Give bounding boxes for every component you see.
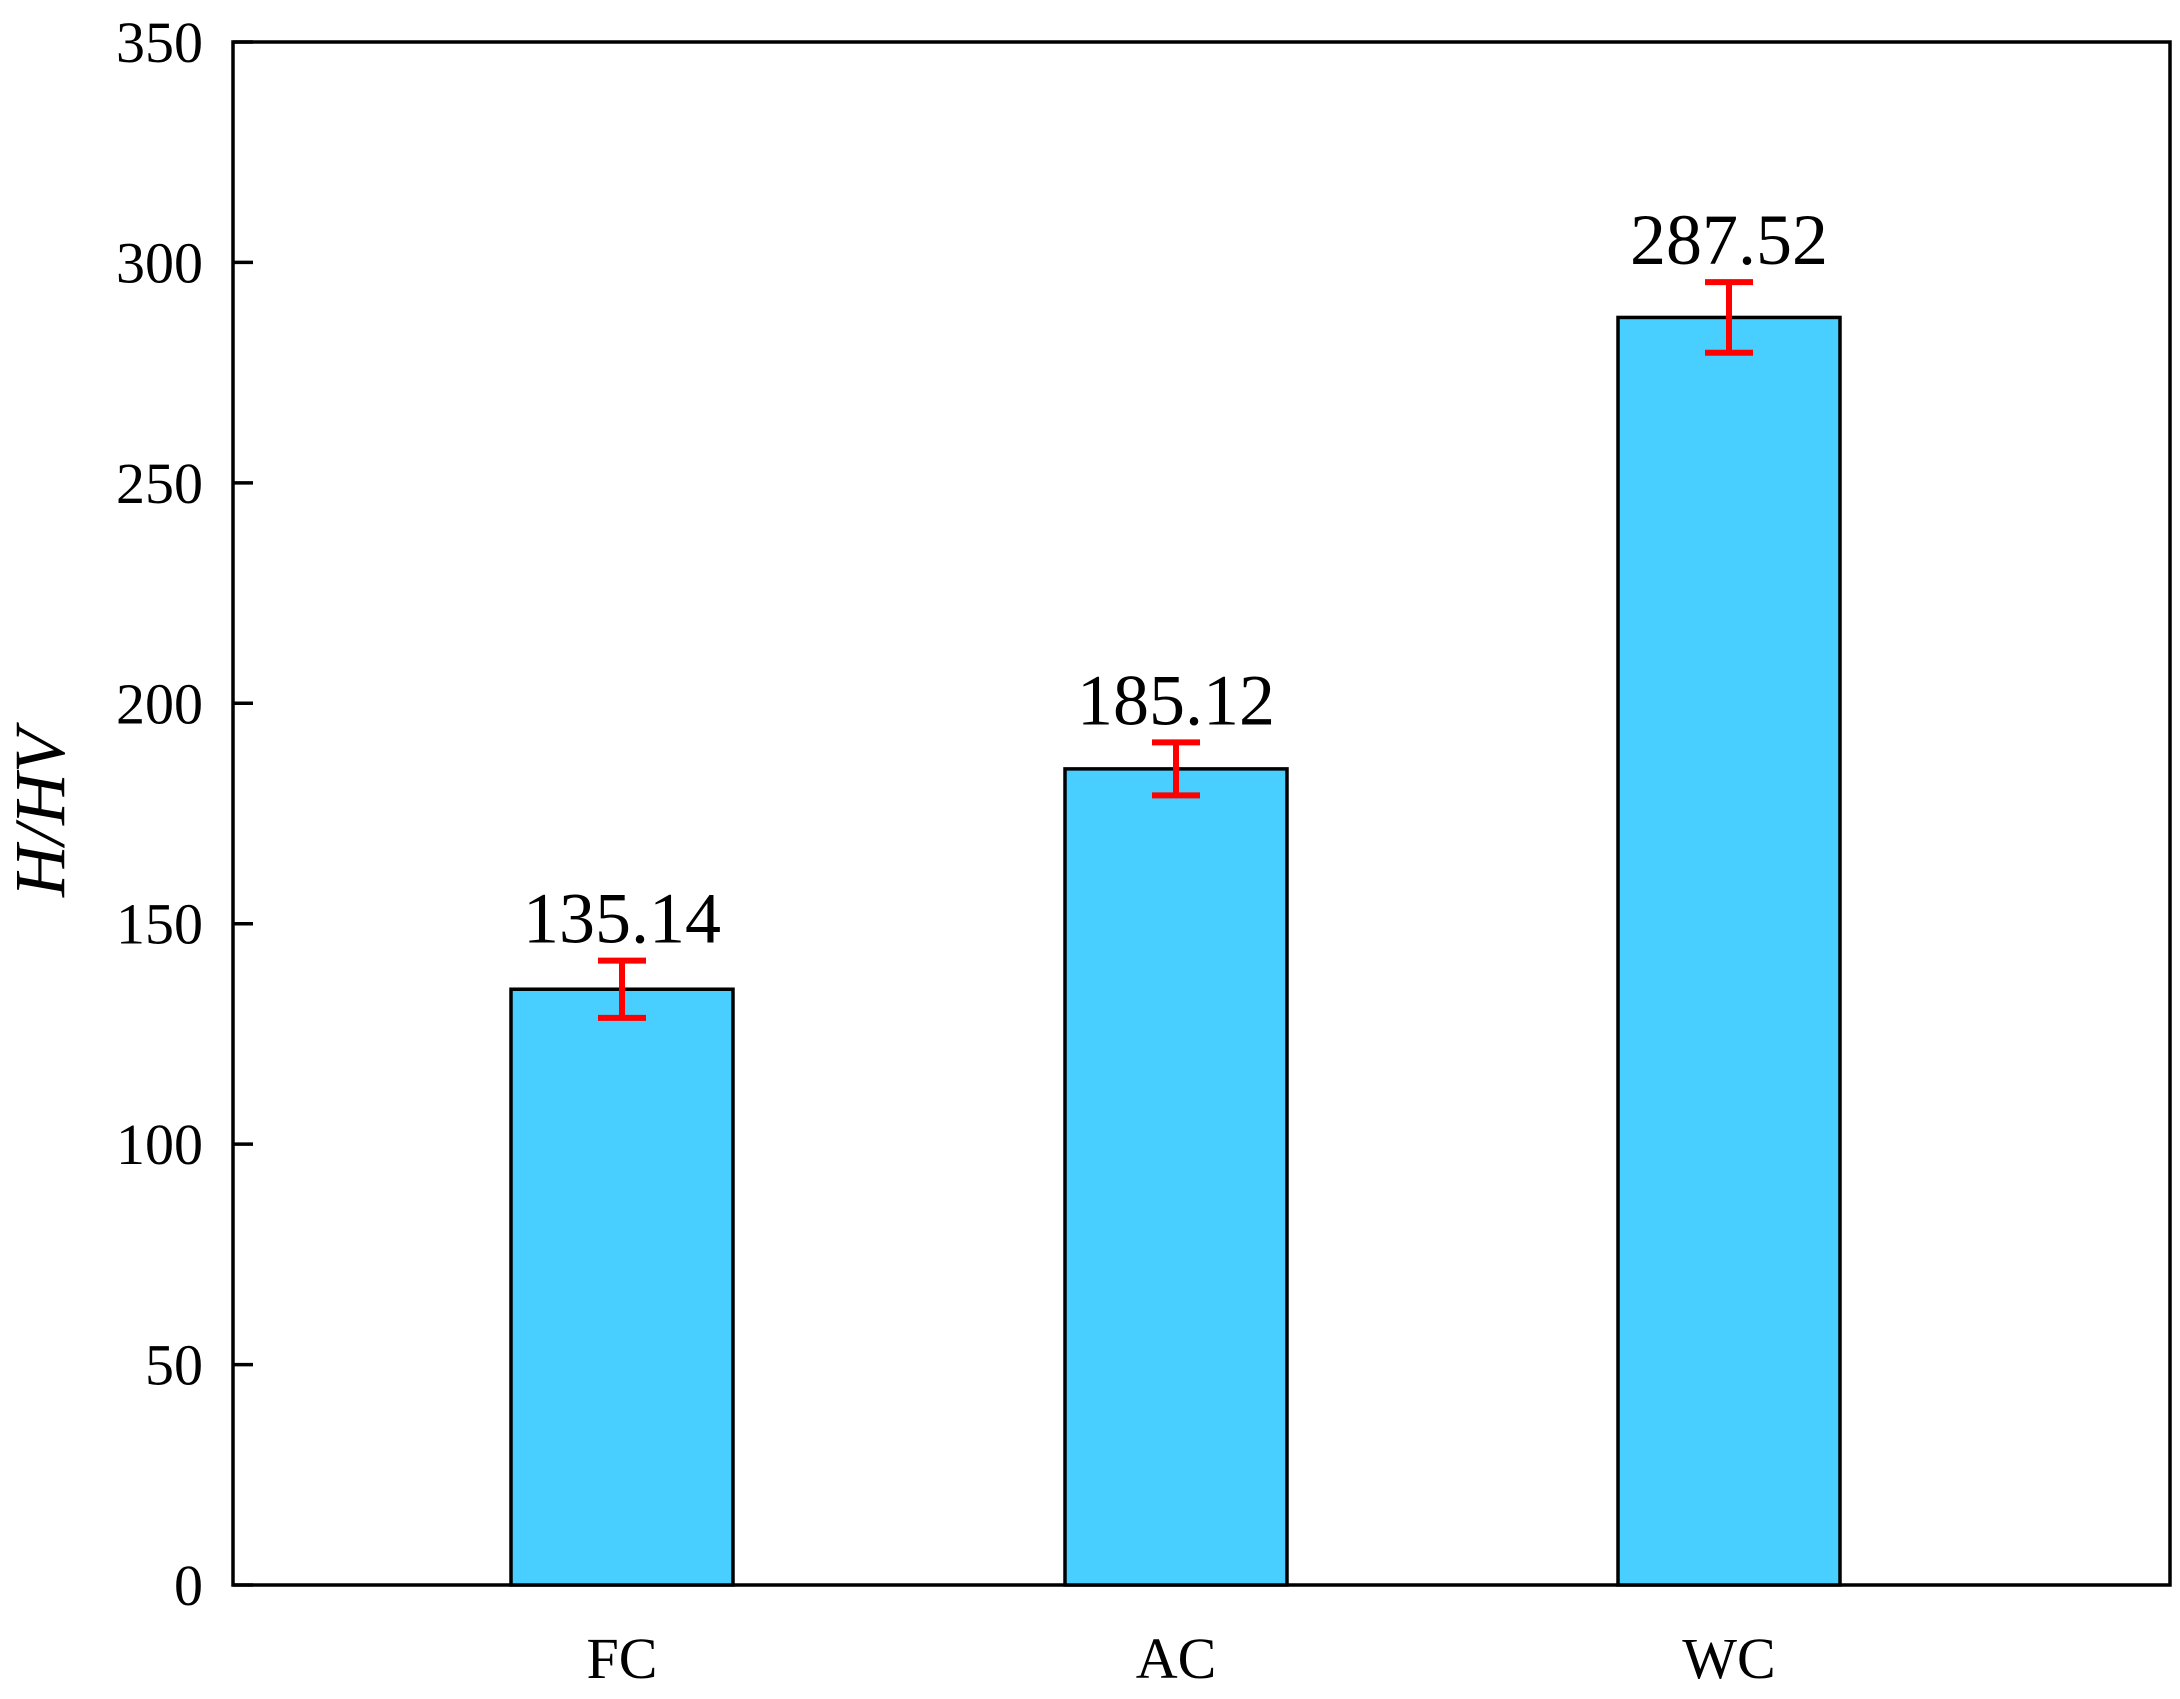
bar-wc: [1616, 315, 1842, 1587]
data-label-ac: 185.12: [1077, 660, 1275, 740]
y-axis-ticks: 0 50 100 150 200 250 300 350: [116, 10, 253, 1618]
y-tick-label: 150: [116, 892, 203, 957]
error-bars: [598, 279, 1753, 1021]
y-tick-label: 250: [116, 451, 203, 516]
y-tick-label: 350: [116, 10, 203, 75]
data-label-fc: 135.14: [523, 879, 721, 959]
data-labels: 135.14 185.12 287.52: [523, 200, 1828, 958]
x-tick-label-wc: WC: [1682, 1626, 1775, 1691]
bars: [509, 315, 1842, 1587]
bar-fc: [509, 987, 735, 1587]
y-tick-label: 0: [174, 1553, 203, 1618]
x-tick-label-fc: FC: [587, 1626, 658, 1691]
y-axis-label: H/HV: [0, 722, 80, 898]
data-label-wc: 287.52: [1630, 200, 1828, 280]
x-tick-label-ac: AC: [1136, 1626, 1217, 1691]
y-tick-label: 100: [116, 1112, 203, 1177]
x-axis-ticks: FC AC WC: [587, 1626, 1776, 1691]
y-tick-label: 300: [116, 230, 203, 295]
bar-ac: [1063, 767, 1289, 1587]
y-tick-label: 50: [145, 1333, 203, 1398]
y-tick-label: 200: [116, 671, 203, 736]
